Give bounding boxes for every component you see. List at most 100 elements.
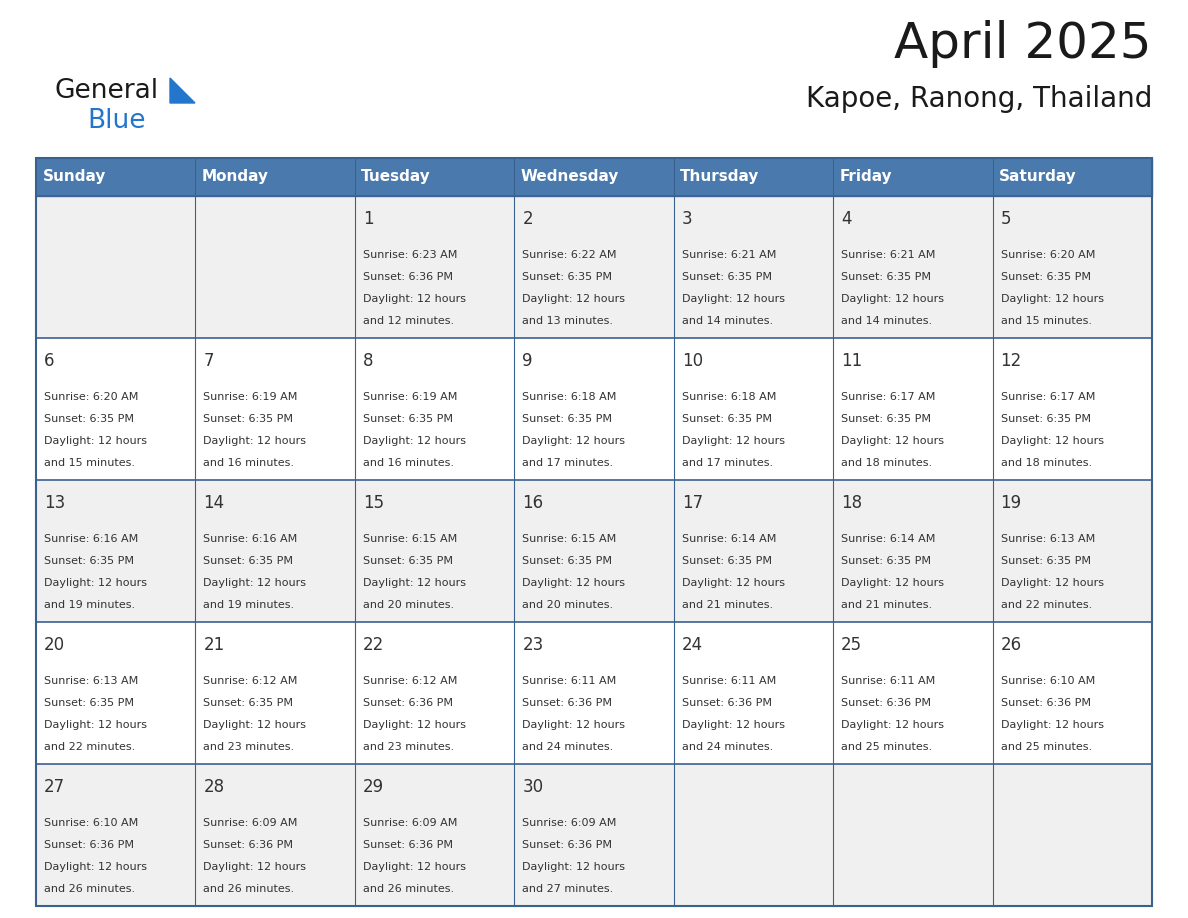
Text: 10: 10 [682, 353, 703, 370]
Text: and 25 minutes.: and 25 minutes. [841, 742, 933, 752]
Text: Sunset: 6:35 PM: Sunset: 6:35 PM [1000, 556, 1091, 566]
Text: 7: 7 [203, 353, 214, 370]
Text: Sunset: 6:35 PM: Sunset: 6:35 PM [44, 556, 134, 566]
Text: and 19 minutes.: and 19 minutes. [44, 600, 135, 610]
Text: and 22 minutes.: and 22 minutes. [1000, 600, 1092, 610]
Text: and 14 minutes.: and 14 minutes. [682, 316, 773, 326]
Text: 18: 18 [841, 494, 862, 512]
Text: Daylight: 12 hours: Daylight: 12 hours [1000, 578, 1104, 588]
Text: and 18 minutes.: and 18 minutes. [841, 458, 933, 468]
Text: Sunrise: 6:10 AM: Sunrise: 6:10 AM [44, 818, 138, 828]
Text: Sunrise: 6:12 AM: Sunrise: 6:12 AM [203, 676, 298, 686]
Text: and 23 minutes.: and 23 minutes. [362, 742, 454, 752]
Text: 5: 5 [1000, 210, 1011, 229]
Text: Sunset: 6:35 PM: Sunset: 6:35 PM [523, 556, 612, 566]
Text: 28: 28 [203, 778, 225, 796]
Text: Sunset: 6:36 PM: Sunset: 6:36 PM [523, 840, 612, 850]
Text: Daylight: 12 hours: Daylight: 12 hours [362, 294, 466, 304]
Text: Sunrise: 6:18 AM: Sunrise: 6:18 AM [523, 392, 617, 402]
Text: Sunrise: 6:14 AM: Sunrise: 6:14 AM [682, 534, 776, 544]
Text: and 21 minutes.: and 21 minutes. [841, 600, 933, 610]
Text: Daylight: 12 hours: Daylight: 12 hours [203, 720, 307, 730]
Bar [36, 480, 1152, 622]
Text: Daylight: 12 hours: Daylight: 12 hours [841, 294, 944, 304]
Text: Tuesday: Tuesday [361, 170, 431, 185]
Text: Daylight: 12 hours: Daylight: 12 hours [841, 720, 944, 730]
Text: and 14 minutes.: and 14 minutes. [841, 316, 933, 326]
Text: 21: 21 [203, 636, 225, 655]
Text: Saturday: Saturday [999, 170, 1076, 185]
Text: Thursday: Thursday [680, 170, 759, 185]
Text: Daylight: 12 hours: Daylight: 12 hours [203, 436, 307, 446]
Text: Sunrise: 6:23 AM: Sunrise: 6:23 AM [362, 250, 457, 260]
Text: Sunrise: 6:13 AM: Sunrise: 6:13 AM [44, 676, 138, 686]
Text: Sunset: 6:35 PM: Sunset: 6:35 PM [682, 272, 772, 282]
Text: Sunset: 6:36 PM: Sunset: 6:36 PM [362, 698, 453, 708]
Text: 29: 29 [362, 778, 384, 796]
Text: Sunrise: 6:12 AM: Sunrise: 6:12 AM [362, 676, 457, 686]
Text: and 16 minutes.: and 16 minutes. [203, 458, 295, 468]
Text: and 23 minutes.: and 23 minutes. [203, 742, 295, 752]
Text: Sunset: 6:35 PM: Sunset: 6:35 PM [523, 414, 612, 424]
Polygon shape [170, 78, 195, 103]
Text: and 13 minutes.: and 13 minutes. [523, 316, 613, 326]
Text: Sunday: Sunday [43, 170, 106, 185]
Text: Daylight: 12 hours: Daylight: 12 hours [362, 720, 466, 730]
Text: 2: 2 [523, 210, 533, 229]
Text: and 24 minutes.: and 24 minutes. [682, 742, 773, 752]
Text: Daylight: 12 hours: Daylight: 12 hours [682, 720, 785, 730]
Text: 16: 16 [523, 494, 543, 512]
Text: Daylight: 12 hours: Daylight: 12 hours [1000, 720, 1104, 730]
Text: and 15 minutes.: and 15 minutes. [44, 458, 135, 468]
Text: 12: 12 [1000, 353, 1022, 370]
Text: Sunrise: 6:21 AM: Sunrise: 6:21 AM [841, 250, 935, 260]
Text: 11: 11 [841, 353, 862, 370]
Text: Sunset: 6:35 PM: Sunset: 6:35 PM [1000, 272, 1091, 282]
Bar [355, 158, 514, 196]
Text: Sunrise: 6:19 AM: Sunrise: 6:19 AM [362, 392, 457, 402]
Text: Sunrise: 6:15 AM: Sunrise: 6:15 AM [523, 534, 617, 544]
Text: 23: 23 [523, 636, 543, 655]
Text: and 12 minutes.: and 12 minutes. [362, 316, 454, 326]
Text: Sunset: 6:36 PM: Sunset: 6:36 PM [203, 840, 293, 850]
Bar [992, 158, 1152, 196]
Text: Daylight: 12 hours: Daylight: 12 hours [203, 578, 307, 588]
Text: Sunset: 6:35 PM: Sunset: 6:35 PM [682, 414, 772, 424]
Text: and 22 minutes.: and 22 minutes. [44, 742, 135, 752]
Text: Sunrise: 6:09 AM: Sunrise: 6:09 AM [523, 818, 617, 828]
Text: and 19 minutes.: and 19 minutes. [203, 600, 295, 610]
Text: Sunset: 6:35 PM: Sunset: 6:35 PM [523, 272, 612, 282]
Text: Sunrise: 6:20 AM: Sunrise: 6:20 AM [44, 392, 138, 402]
Text: 25: 25 [841, 636, 862, 655]
Text: and 24 minutes.: and 24 minutes. [523, 742, 613, 752]
Text: and 25 minutes.: and 25 minutes. [1000, 742, 1092, 752]
Text: Daylight: 12 hours: Daylight: 12 hours [44, 436, 147, 446]
Text: and 21 minutes.: and 21 minutes. [682, 600, 773, 610]
Text: Daylight: 12 hours: Daylight: 12 hours [841, 436, 944, 446]
Text: Daylight: 12 hours: Daylight: 12 hours [362, 436, 466, 446]
Text: Daylight: 12 hours: Daylight: 12 hours [362, 578, 466, 588]
Text: 20: 20 [44, 636, 65, 655]
Text: 6: 6 [44, 353, 55, 370]
Bar [514, 158, 674, 196]
Text: Daylight: 12 hours: Daylight: 12 hours [523, 294, 625, 304]
Bar [36, 764, 1152, 906]
Text: Sunrise: 6:16 AM: Sunrise: 6:16 AM [44, 534, 138, 544]
Text: and 26 minutes.: and 26 minutes. [362, 884, 454, 894]
Bar [674, 158, 833, 196]
Text: Sunrise: 6:19 AM: Sunrise: 6:19 AM [203, 392, 298, 402]
Text: Sunset: 6:35 PM: Sunset: 6:35 PM [362, 556, 453, 566]
Bar [36, 622, 1152, 764]
Text: Sunset: 6:35 PM: Sunset: 6:35 PM [44, 698, 134, 708]
Text: Daylight: 12 hours: Daylight: 12 hours [523, 720, 625, 730]
Text: and 18 minutes.: and 18 minutes. [1000, 458, 1092, 468]
Text: 1: 1 [362, 210, 373, 229]
Text: Sunrise: 6:13 AM: Sunrise: 6:13 AM [1000, 534, 1095, 544]
Text: Daylight: 12 hours: Daylight: 12 hours [523, 862, 625, 872]
Text: Daylight: 12 hours: Daylight: 12 hours [682, 578, 785, 588]
Text: Sunrise: 6:14 AM: Sunrise: 6:14 AM [841, 534, 935, 544]
Text: Sunrise: 6:09 AM: Sunrise: 6:09 AM [362, 818, 457, 828]
Bar [36, 196, 1152, 338]
Text: Sunrise: 6:17 AM: Sunrise: 6:17 AM [1000, 392, 1095, 402]
Text: and 26 minutes.: and 26 minutes. [203, 884, 295, 894]
